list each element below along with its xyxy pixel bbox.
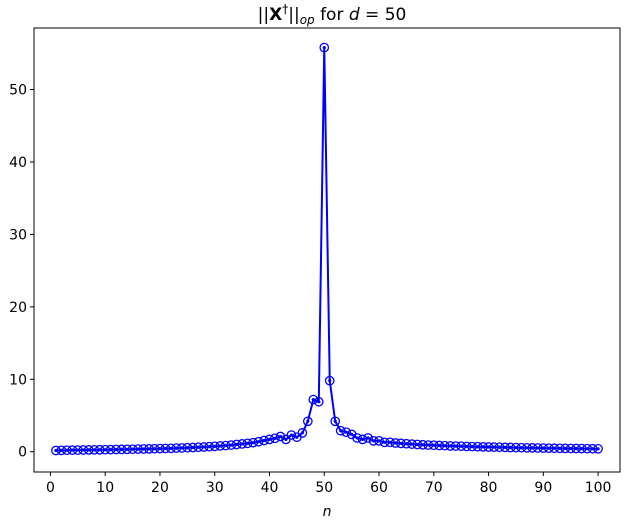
data-point [302, 416, 313, 427]
data-point-dot [596, 447, 600, 451]
data-point-ring [286, 430, 297, 440]
x-tick-label: 80 [480, 480, 498, 496]
data-point-dot [311, 397, 315, 402]
x-axis-label: n [323, 504, 332, 520]
data-point-ring [363, 433, 373, 443]
data-point-dot [289, 433, 294, 437]
title-mid: for [315, 5, 349, 25]
data-point [593, 443, 603, 454]
data-point [297, 428, 308, 438]
data-point [324, 375, 335, 386]
data-point-ring [357, 434, 368, 445]
data-point [330, 416, 341, 427]
data-point-ring [313, 396, 324, 407]
y-axis: 0 10 20 30 40 50 [9, 83, 34, 461]
x-tick-label: 50 [315, 480, 333, 496]
data-point [286, 430, 297, 440]
y-tick-label: 20 [9, 300, 27, 316]
data-point-ring [341, 427, 352, 438]
data-point-dot [344, 430, 348, 434]
title-subscript: op [300, 13, 315, 27]
x-tick-label: 40 [261, 480, 279, 496]
data-point-dot [317, 400, 321, 404]
data-point-ring [335, 425, 346, 436]
plot-frame [33, 27, 621, 473]
data-point-dot [278, 434, 283, 439]
data-point-ring [593, 443, 603, 454]
data-point [308, 394, 319, 405]
data-point-dot [300, 431, 304, 435]
data-point [275, 431, 286, 442]
data-point-ring [352, 433, 362, 443]
y-tick-label: 30 [9, 227, 27, 243]
data-point-dot [322, 45, 326, 50]
title-eq: = 50 [360, 5, 407, 25]
y-tick-label: 0 [18, 445, 27, 461]
data-point-ring [275, 431, 286, 442]
x-tick-label: 20 [151, 480, 169, 496]
data-point-dot [306, 419, 310, 423]
data-point-dot [333, 419, 337, 423]
data-point-ring [264, 434, 275, 445]
data-point-dot [295, 435, 299, 439]
data-point [313, 396, 324, 407]
y-tick-label: 10 [9, 372, 27, 388]
data-point-dot [366, 436, 370, 440]
x-tick-label: 60 [370, 480, 388, 496]
data-point [319, 42, 330, 53]
data-point-ring [297, 428, 308, 438]
title-norm-open: || [258, 5, 269, 25]
data-point-dot [284, 437, 288, 442]
title-symbol: X [269, 5, 282, 25]
data-point-ring [302, 416, 313, 427]
data-point [341, 427, 352, 438]
x-tick-label: 90 [534, 480, 552, 496]
x-tick-label: 100 [585, 480, 612, 496]
x-tick-label: 70 [425, 480, 443, 496]
data-point [363, 433, 373, 443]
data-point-dot [328, 379, 332, 383]
data-point-ring [308, 394, 319, 405]
chart-title: ||X†||op for d = 50 [258, 2, 407, 27]
data-point-ring [324, 375, 335, 386]
y-tick-label: 40 [9, 155, 27, 171]
x-tick-label: 10 [96, 480, 114, 496]
x-tick-label: 0 [46, 480, 55, 496]
x-axis: 0 10 20 30 40 50 60 70 80 90 100 [46, 472, 611, 496]
title-dagger: † [282, 2, 288, 16]
data-point-ring [253, 436, 264, 447]
title-var: d [349, 5, 360, 25]
data-point-ring [330, 416, 341, 427]
data-point-dot [350, 432, 354, 436]
series-layer [51, 42, 603, 456]
data-point-ring [374, 436, 384, 446]
series-line [55, 46, 599, 452]
x-tick-label: 30 [206, 480, 224, 496]
y-tick-label: 50 [9, 83, 27, 99]
data-point-ring [270, 433, 280, 444]
title-norm-close: || [288, 5, 299, 25]
data-point [292, 432, 302, 443]
data-point-ring [319, 42, 330, 53]
data-point-ring [259, 435, 269, 446]
